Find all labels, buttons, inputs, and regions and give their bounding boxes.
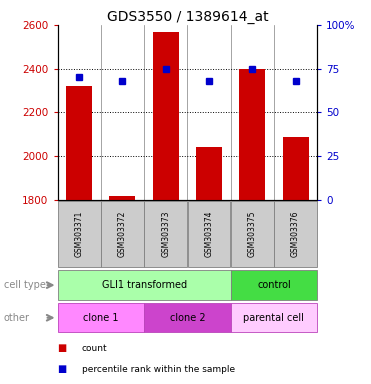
Text: control: control: [257, 280, 291, 290]
Text: clone 1: clone 1: [83, 313, 119, 323]
Text: parental cell: parental cell: [243, 313, 304, 323]
FancyBboxPatch shape: [274, 201, 317, 267]
Text: GSM303372: GSM303372: [118, 211, 127, 257]
Bar: [283, 137, 309, 200]
Bar: [109, 196, 135, 200]
Text: clone 2: clone 2: [170, 313, 205, 323]
FancyBboxPatch shape: [58, 303, 144, 333]
Text: GSM303376: GSM303376: [291, 211, 300, 258]
FancyBboxPatch shape: [58, 201, 101, 267]
Text: ■: ■: [58, 343, 67, 353]
FancyBboxPatch shape: [231, 303, 317, 333]
Title: GDS3550 / 1389614_at: GDS3550 / 1389614_at: [106, 10, 268, 24]
Text: GLI1 transformed: GLI1 transformed: [102, 280, 187, 290]
FancyBboxPatch shape: [188, 201, 230, 267]
Text: GSM303371: GSM303371: [75, 211, 83, 257]
Text: other: other: [4, 313, 30, 323]
FancyBboxPatch shape: [58, 270, 231, 300]
Text: cell type: cell type: [4, 280, 46, 290]
FancyBboxPatch shape: [144, 201, 187, 267]
FancyBboxPatch shape: [101, 201, 144, 267]
Text: ■: ■: [58, 364, 67, 374]
Text: percentile rank within the sample: percentile rank within the sample: [82, 365, 235, 374]
FancyBboxPatch shape: [231, 270, 317, 300]
FancyBboxPatch shape: [231, 201, 274, 267]
Text: GSM303374: GSM303374: [204, 211, 213, 258]
Bar: [239, 69, 265, 200]
Bar: [196, 147, 222, 200]
Bar: [66, 86, 92, 200]
Text: GSM303373: GSM303373: [161, 211, 170, 258]
Text: count: count: [82, 344, 107, 353]
Bar: [153, 31, 179, 200]
Text: GSM303375: GSM303375: [248, 211, 257, 258]
FancyBboxPatch shape: [144, 303, 231, 333]
